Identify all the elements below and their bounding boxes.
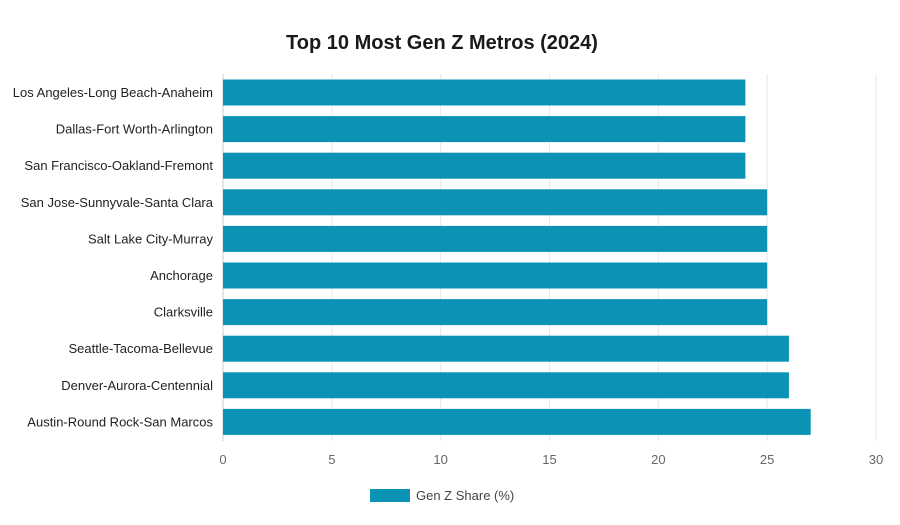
chart-title: Top 10 Most Gen Z Metros (2024): [286, 32, 598, 54]
category-label: Denver-Aurora-Centennial: [61, 378, 213, 393]
x-tick-label: 10: [433, 452, 447, 467]
legend[interactable]: Gen Z Share (%): [370, 488, 514, 503]
bar[interactable]: Denver-Aurora-Centennial: 26: [223, 372, 789, 399]
category-label: Anchorage: [150, 268, 213, 283]
category-labels: Los Angeles-Long Beach-Anaheim Dallas-For…: [13, 85, 214, 429]
bar[interactable]: Austin-Round Rock-San Marcos: 27: [223, 408, 811, 435]
category-label: Austin-Round Rock-San Marcos: [27, 414, 213, 429]
category-label: Los Angeles-Long Beach-Anaheim: [13, 85, 213, 100]
legend-label: Gen Z Share (%): [416, 488, 514, 503]
bar[interactable]: San Jose-Sunnyvale-Santa Clara: 25: [223, 189, 768, 216]
x-tick-label: 30: [869, 452, 883, 467]
bar[interactable]: Anchorage: 25: [223, 262, 768, 289]
category-label: San Francisco-Oakland-Fremont: [24, 158, 213, 173]
bar[interactable]: San Francisco-Oakland-Fremont: 24: [223, 152, 746, 179]
category-label: Clarksville: [154, 305, 213, 320]
category-label: Dallas-Fort Worth-Arlington: [56, 122, 213, 137]
bar[interactable]: Salt Lake City-Murray: 25: [223, 225, 768, 252]
x-tick-label: 15: [542, 452, 556, 467]
bar[interactable]: Los Angeles-Long Beach-Anaheim: 24: [223, 79, 746, 106]
category-label: Salt Lake City-Murray: [88, 231, 213, 246]
x-tick-label: 0: [219, 452, 226, 467]
bars: Los Angeles-Long Beach-Anaheim: 24 Dallas…: [223, 79, 811, 435]
x-tick-label: 5: [328, 452, 335, 467]
x-tick-label: 25: [760, 452, 774, 467]
bar[interactable]: Dallas-Fort Worth-Arlington: 24: [223, 116, 746, 143]
bar[interactable]: Seattle-Tacoma-Bellevue: 26: [223, 335, 789, 362]
legend-swatch: [370, 489, 410, 502]
category-label: Seattle-Tacoma-Bellevue: [68, 341, 213, 356]
x-axis-ticks: 0 5 10 15 20 25 30: [219, 452, 883, 467]
x-tick-label: 20: [651, 452, 665, 467]
category-label: San Jose-Sunnyvale-Santa Clara: [21, 195, 214, 210]
bar[interactable]: Clarksville: 25: [223, 299, 768, 326]
